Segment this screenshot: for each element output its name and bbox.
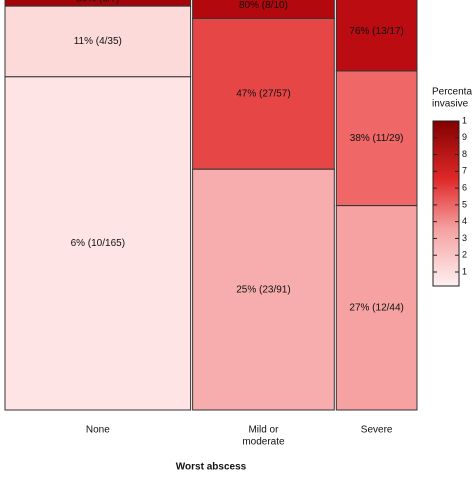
legend-title-0: Percenta — [432, 87, 472, 98]
mosaic-cell-0-2 — [4, 76, 192, 411]
legend-tick-label-5: 5 — [462, 199, 467, 209]
cell-label-0-1: 11% (4/35) — [74, 36, 122, 47]
cell-label-1-0: 80% (8/10) — [239, 0, 288, 11]
cell-label-1-2: 25% (23/91) — [236, 284, 290, 295]
mosaic-cell-0-1 — [4, 5, 192, 78]
x-tick-label-1-0: Mild or — [248, 425, 279, 436]
legend-tick-label-6: 4 — [462, 216, 467, 226]
x-tick-label-1-1: moderate — [242, 437, 285, 448]
legend-tick-label-3: 7 — [462, 166, 467, 176]
cell-label-2-0: 76% (13/17) — [349, 26, 403, 37]
legend-tick-label-9: 1 — [462, 266, 467, 276]
cell-label-2-1: 38% (11/29) — [350, 133, 404, 144]
x-axis-title: Worst abscess — [176, 462, 247, 473]
mosaic-cell-2-2 — [335, 205, 418, 411]
legend-title-1: invasive — [432, 99, 469, 110]
legend-tick-label-1: 9 — [462, 132, 467, 142]
legend-colorbar — [432, 120, 460, 287]
mosaic-cell-1-2 — [192, 168, 335, 411]
legend-tick-label-0: 1 — [462, 115, 467, 125]
cell-label-2-2: 27% (12/44) — [349, 302, 403, 313]
x-tick-label-0-0: None — [86, 425, 110, 436]
cell-label-1-1: 47% (27/57) — [236, 88, 290, 99]
legend-tick-label-4: 6 — [462, 182, 467, 192]
legend-tick-label-7: 3 — [462, 233, 467, 243]
legend-tick-label-2: 8 — [462, 149, 467, 159]
cell-label-0-2: 6% (10/165) — [71, 238, 125, 249]
mosaic-cell-1-1 — [192, 17, 335, 170]
cell-label-0-0: 86% (6/7) — [76, 0, 119, 5]
x-tick-label-2-0: Severe — [361, 425, 393, 436]
legend-tick-label-8: 2 — [462, 250, 467, 260]
